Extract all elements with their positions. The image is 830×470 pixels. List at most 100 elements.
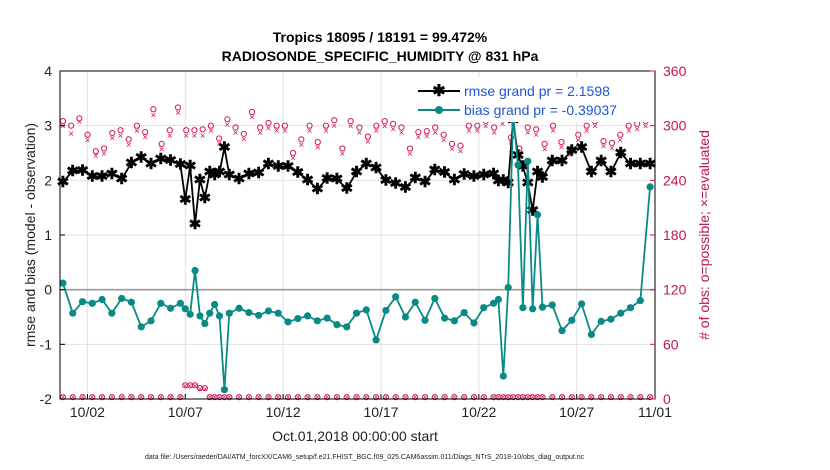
obs-evaluated-marker: × [608,392,613,402]
obs-evaluated-marker: × [227,392,232,402]
obs-evaluated-marker: × [93,151,99,162]
bias-point [558,327,566,335]
obs-possible-marker [617,394,624,401]
x-tick-label: 10/07 [168,404,203,420]
obs-evaluated-marker: × [183,381,188,391]
obs-evaluated-marker: × [257,128,263,139]
legend-rmse-label: rmse grand pr = 2.1598 [464,83,610,99]
obs-evaluated-marker: × [246,392,251,402]
obs-possible-marker [257,124,264,131]
bias-point [607,315,615,323]
rmse-series-line [62,120,651,225]
rmse-point: ✱ [512,148,525,165]
obs-possible-marker [69,394,76,401]
rmse-point: ✱ [66,163,79,180]
obs-possible-marker [273,122,280,129]
obs-evaluated-marker: × [175,108,181,119]
obs-possible-marker [406,145,414,152]
obs-possible-marker [150,106,157,113]
obs-evaluated-marker: × [188,381,193,391]
obs-evaluated-marker: × [183,131,189,142]
obs-evaluated-marker: × [285,392,290,402]
bias-point [284,318,292,326]
obs-possible-marker [331,117,338,124]
rmse-point: ✱ [438,165,451,182]
obs-evaluated-marker: × [638,392,643,402]
obs-evaluated-marker: × [634,124,640,135]
obs-possible-marker [117,127,124,134]
obs-possible-marker [89,394,96,401]
obs-evaluated-marker: × [501,392,506,402]
obs-evaluated-marker: × [609,144,615,155]
bias-point [196,312,204,320]
obs-possible-marker [625,122,632,129]
obs-evaluated-marker: × [382,122,388,133]
obs-evaluated-marker: × [589,392,594,402]
bias-point [211,300,219,309]
obs-evaluated-marker: × [305,392,310,402]
bias-point [166,304,175,312]
obs-evaluated-marker: × [99,392,104,402]
obs-evaluated-marker: × [584,126,590,137]
obs-possible-marker [575,131,582,138]
rmse-point: ✱ [556,153,569,170]
rmse-point: ✱ [380,172,393,189]
bias-point [392,293,400,301]
obs-possible-marker [549,122,557,129]
obs-possible-marker [232,124,239,131]
obs-evaluated-marker: × [559,392,564,402]
obs-possible-marker [284,394,292,401]
obs-evaluated-marker: × [150,111,156,122]
obs-evaluated-marker: × [134,126,140,137]
rmse-point: ✱ [233,171,246,188]
obs-possible-marker [465,122,472,129]
obs-evaluated-marker: × [516,149,522,160]
obs-possible-marker [98,394,106,401]
obs-possible-marker [109,129,116,137]
obs-evaluated-marker: × [202,384,207,394]
obs-possible-marker [133,122,141,129]
obs-possible-marker [167,394,174,401]
obs-possible-marker [382,394,389,401]
obs-evaluated-marker: × [481,392,486,402]
obs-possible-marker [84,131,91,138]
rmse-point: ✱ [115,171,128,188]
y-tick-label-right: 0 [663,391,671,407]
obs-evaluated-marker: × [101,149,107,160]
bias-point [274,309,282,317]
obs-evaluated-marker: × [222,392,227,402]
obs-evaluated-marker: × [334,392,339,402]
obs-evaluated-marker: × [515,392,520,402]
bias-point [529,305,537,313]
bias-point [514,161,522,169]
obs-evaluated-marker: × [90,392,95,402]
rmse-point: ✱ [164,153,177,170]
obs-evaluated-marker: × [466,126,472,137]
y-tick-label-right: 180 [663,227,687,243]
bias-point [137,323,145,331]
legend-bias-marker [435,106,443,114]
obs-evaluated-marker: × [192,381,197,391]
y-tick-label-right: 120 [663,282,687,298]
obs-possible-marker [199,126,206,133]
obs-evaluated-marker: × [168,392,173,402]
rmse-point: ✱ [199,190,212,207]
obs-evaluated-marker: × [307,126,313,137]
obs-possible-marker [314,394,321,401]
x-tick-label: 10/02 [70,404,105,420]
obs-evaluated-marker: × [403,392,408,402]
rmse-point: ✱ [194,172,207,189]
bias-point [494,295,503,304]
y-tick-label-left: 3 [44,118,52,134]
obs-evaluated-marker: × [500,119,506,130]
y-tick-label-left: -1 [40,336,53,352]
obs-possible-marker [322,122,330,129]
chart-title-line1: Tropics 18095 / 18191 = 99.472% [273,29,488,45]
rmse-point: ✱ [189,216,202,233]
obs-evaluated-marker: × [550,392,555,402]
rmse-point: ✱ [448,172,461,189]
obs-possible-marker [363,394,370,401]
rmse-point: ✱ [531,164,544,181]
bias-point [431,294,439,303]
obs-possible-marker [324,394,331,401]
